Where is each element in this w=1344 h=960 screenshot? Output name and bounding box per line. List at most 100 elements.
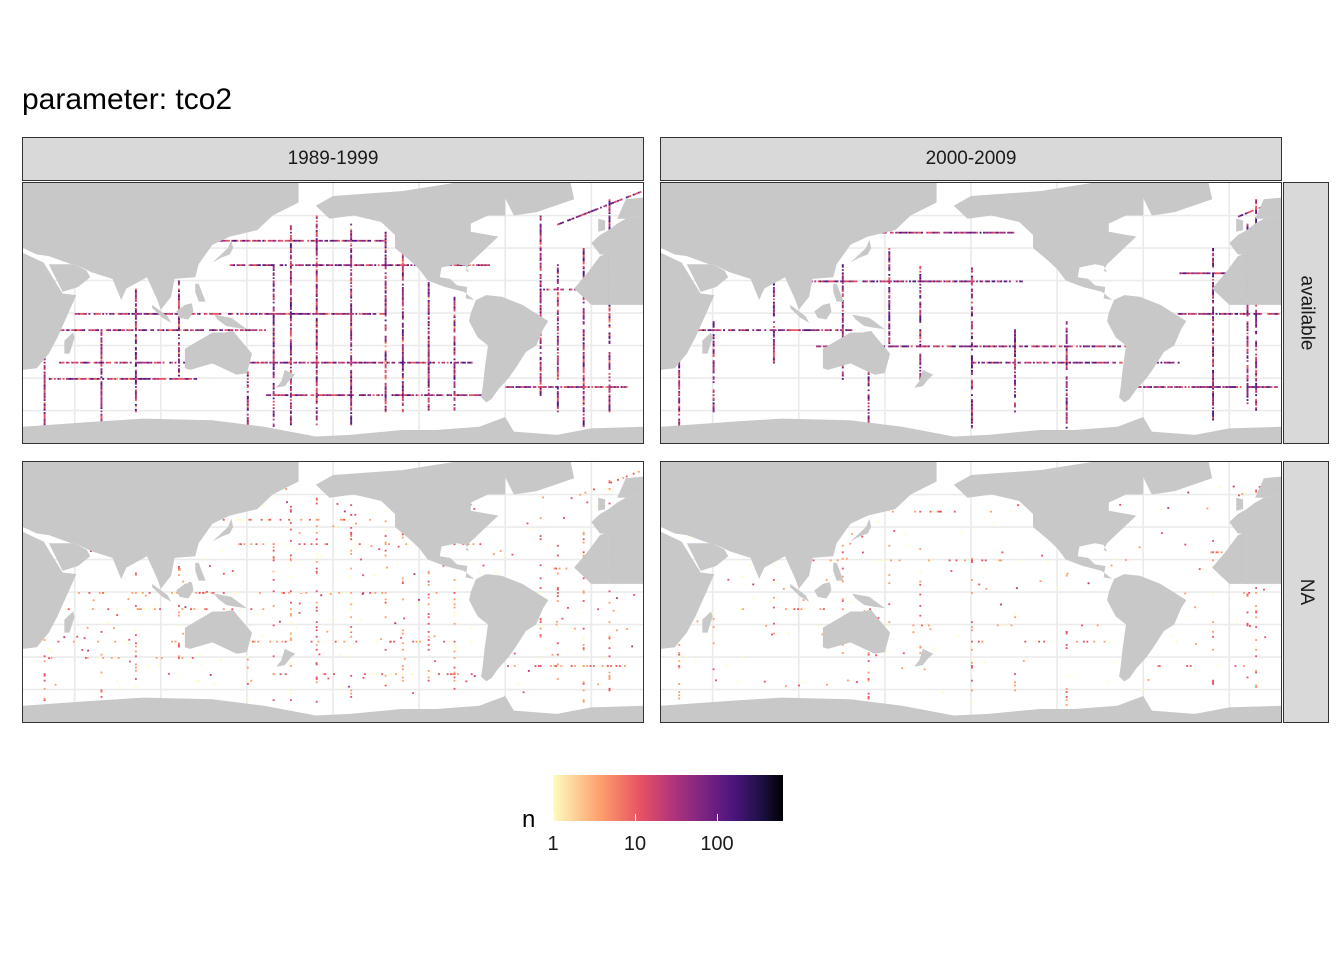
data-cell [315, 243, 318, 245]
data-cell [401, 642, 404, 645]
data-cell [1237, 215, 1240, 218]
data-cell [849, 601, 852, 604]
data-cell [938, 345, 941, 348]
data-cell [384, 238, 387, 241]
data-cell [1246, 343, 1249, 346]
data-cell [1212, 324, 1215, 327]
data-cell [1255, 382, 1258, 385]
data-cell [118, 687, 121, 690]
data-cell [195, 592, 198, 594]
data-cell [539, 300, 542, 302]
data-cell [1255, 686, 1258, 689]
data-cell [315, 337, 318, 340]
data-cell [50, 657, 53, 659]
data-cell [210, 329, 213, 332]
data-cell [389, 264, 392, 267]
data-cell [400, 361, 403, 364]
data-cell [178, 644, 180, 646]
data-cell [196, 608, 199, 611]
data-cell [272, 358, 275, 361]
data-cell [608, 687, 611, 690]
data-cell [178, 567, 180, 570]
data-cell [136, 608, 139, 611]
data-cell [453, 347, 456, 349]
data-cell [977, 361, 980, 364]
data-cell [90, 329, 93, 332]
data-cell [349, 575, 352, 578]
land-south-america [469, 574, 549, 682]
data-cell [753, 597, 756, 600]
data-cell [401, 348, 404, 351]
data-cell [317, 264, 320, 267]
data-cell [331, 313, 334, 315]
data-cell [43, 365, 46, 367]
data-cell [384, 384, 387, 387]
data-cell [971, 278, 973, 281]
data-cell [346, 394, 349, 397]
data-cell [586, 665, 589, 667]
data-cell [1098, 361, 1101, 364]
data-cell [712, 337, 715, 340]
data-cell [289, 283, 292, 286]
data-cell [891, 231, 894, 234]
data-cell [900, 345, 903, 348]
data-cell [384, 265, 387, 268]
data-cell [582, 337, 585, 340]
data-cell [289, 251, 292, 254]
data-cell [427, 324, 430, 327]
data-cell [955, 231, 958, 234]
data-cell [341, 518, 344, 521]
data-cell [1231, 313, 1233, 315]
data-cell [165, 329, 168, 332]
data-cell [821, 280, 824, 283]
land-africa-west [574, 252, 609, 305]
data-cell [315, 308, 318, 310]
legend-tickmark [717, 814, 718, 821]
data-cell [210, 313, 213, 315]
data-cell [1065, 329, 1068, 332]
data-cell [912, 624, 915, 627]
data-cell [295, 239, 298, 242]
data-cell [608, 352, 611, 354]
data-cell [453, 343, 456, 346]
data-cell [841, 374, 844, 377]
data-cell [539, 381, 542, 384]
data-cell [289, 261, 292, 263]
data-cell [1275, 313, 1278, 315]
data-cell [288, 592, 291, 594]
data-cell [577, 215, 580, 218]
data-cell [97, 378, 99, 380]
data-cell [946, 345, 949, 348]
data-cell [384, 283, 387, 286]
data-cell [1212, 407, 1215, 410]
data-cell [348, 239, 351, 242]
data-cell [134, 386, 137, 388]
data-cell [415, 640, 418, 643]
data-cell [315, 311, 318, 314]
data-cell [841, 544, 844, 547]
data-cell [1062, 361, 1065, 364]
data-cell [384, 290, 387, 293]
data-cell [315, 556, 318, 559]
data-cell [272, 397, 275, 400]
data-cell [100, 339, 103, 341]
data-cell [153, 604, 156, 607]
land-europe-right [591, 494, 643, 534]
data-cell [262, 608, 265, 611]
data-cell [269, 518, 272, 521]
data-cell [608, 308, 611, 310]
data-cell [472, 543, 475, 546]
data-cell [350, 274, 353, 276]
data-cell [1014, 402, 1016, 405]
data-cell [477, 264, 480, 267]
data-cell [198, 313, 201, 315]
data-cell [725, 664, 727, 667]
data-cell [246, 679, 249, 682]
data-cell [100, 371, 103, 374]
data-cell [450, 361, 453, 364]
data-cell [462, 361, 465, 364]
data-cell [1105, 361, 1108, 364]
data-cell [888, 322, 891, 325]
data-cell [231, 313, 234, 315]
data-cell [867, 382, 870, 385]
